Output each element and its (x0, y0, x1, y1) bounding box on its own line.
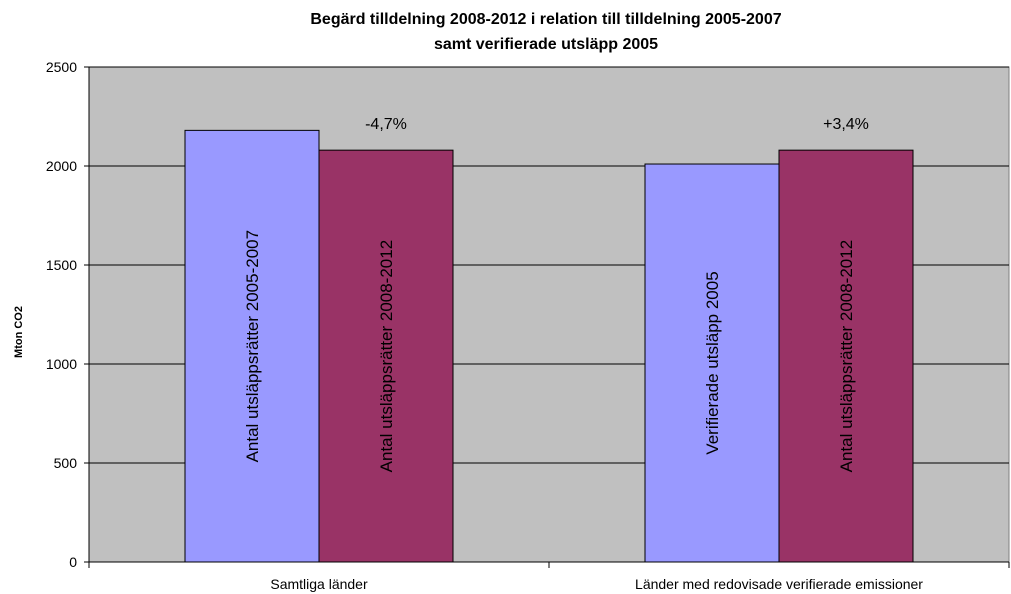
x-category-label: Samtliga länder (270, 576, 368, 592)
y-tick-label: 2500 (46, 59, 77, 75)
bar-label: Antal utsläppsrätter 2008-2012 (377, 240, 396, 473)
y-tick-label: 1500 (46, 257, 77, 273)
x-category-label: Länder med redovisade verifierade emissi… (635, 576, 923, 592)
bars: Antal utsläppsrätter 2005-2007 Antal utsl… (184, 116, 914, 563)
y-tick-label: 0 (69, 554, 77, 570)
y-tick-label: 2000 (46, 158, 77, 174)
chart-subtitle: samt verifierade utsläpp 2005 (434, 36, 658, 53)
bar-label: Verifierade utsläpp 2005 (703, 271, 722, 454)
y-tick-label: 1000 (46, 356, 77, 372)
bar (318, 149, 454, 563)
change-annotation: -4,7% (365, 116, 407, 133)
bar (778, 149, 914, 563)
bar (184, 129, 320, 563)
bar (644, 163, 780, 563)
bar-label: Antal utsläppsrätter 2005-2007 (243, 230, 262, 463)
y-tick-label: 500 (54, 455, 78, 471)
y-axis-label: Mton CO2 (13, 306, 25, 358)
x-axis: Samtliga länder Länder med redovisade ver… (88, 561, 1010, 592)
chart-title: Begärd tilldelning 2008-2012 i relation … (310, 11, 781, 28)
change-annotation: +3,4% (823, 116, 869, 133)
y-axis: 0 500 1000 1500 2000 2500 (46, 59, 90, 570)
bar-label: Antal utsläppsrätter 2008-2012 (837, 240, 856, 473)
